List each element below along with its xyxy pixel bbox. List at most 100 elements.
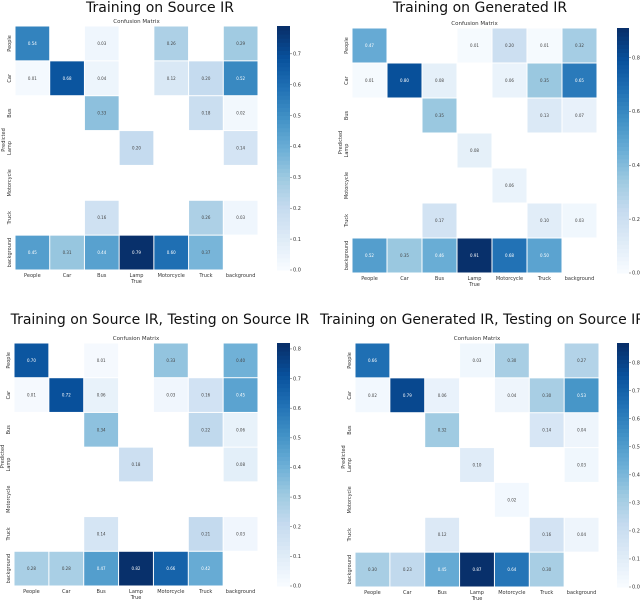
x-tick-label: Bus	[438, 590, 448, 596]
inner-title: Confusion Matrix	[113, 19, 160, 25]
heatmap-cell	[223, 61, 258, 96]
colorbar-segment	[277, 233, 290, 238]
colorbar-segment	[617, 542, 629, 547]
colorbar-segment	[617, 538, 629, 543]
colorbar-segment	[277, 480, 290, 486]
cell-value: 0.28	[27, 566, 36, 571]
heatmap-cell	[422, 203, 457, 238]
x-tick-label: Lamp	[468, 276, 482, 282]
colorbar-segment	[617, 187, 629, 192]
cell-value: 0.08	[470, 148, 479, 153]
heatmap-cell	[460, 343, 494, 378]
cell-value: 0.06	[97, 393, 106, 398]
colorbar-segment	[277, 460, 290, 465]
heatmap-cell	[390, 552, 425, 587]
colorbar-segment	[617, 158, 629, 164]
heatmap-cell	[562, 28, 597, 63]
colorbar-tick-label: 0.2	[293, 206, 301, 212]
colorbar-segment	[277, 561, 290, 567]
colorbar-segment	[617, 416, 629, 421]
colorbar-segment	[617, 150, 629, 156]
colorbar-segment	[277, 513, 290, 518]
colorbar-segment	[277, 553, 290, 559]
x-tick-label: Bus	[97, 273, 107, 279]
colorbar-segment	[617, 530, 629, 535]
panel-title: Training on Generated IR, Testing on Sou…	[320, 312, 640, 328]
cell-value: 0.33	[166, 358, 175, 363]
cell-value: 0.50	[540, 253, 549, 258]
colorbar-segment	[617, 444, 629, 450]
cell-value: 0.10	[473, 463, 482, 468]
panel-generated-ir: Training on Generated IR Confusion Matri…	[320, 0, 640, 300]
heatmap-cell	[84, 96, 119, 131]
cell-value: 0.34	[97, 427, 106, 432]
y-tick-label: Bus	[344, 111, 350, 121]
heatmap-cell	[564, 448, 599, 482]
heatmap-cell	[355, 343, 390, 378]
colorbar-segment	[277, 347, 290, 352]
y-tick-label: background	[344, 241, 350, 271]
colorbar-segment	[617, 456, 629, 462]
colorbar-tick-label: 0.8	[632, 55, 640, 61]
colorbar-segment	[277, 213, 290, 218]
colorbar-segment	[617, 126, 629, 131]
cell-value: 0.45	[236, 393, 245, 398]
y-tick-label: background	[6, 554, 12, 584]
colorbar-segment	[277, 379, 290, 384]
colorbar-segment	[277, 168, 290, 173]
heatmap-cell	[119, 551, 153, 586]
heatmap-cell	[529, 552, 564, 587]
cell-value: 0.12	[167, 76, 176, 81]
colorbar-segment	[277, 525, 290, 530]
colorbar-segment	[617, 460, 629, 466]
colorbar-segment	[277, 444, 290, 449]
cell-value: 0.66	[368, 358, 377, 363]
colorbar-segment	[277, 464, 290, 470]
colorbar-tick-label: 0.0	[293, 584, 301, 590]
colorbar-segment	[617, 268, 629, 274]
cell-value: 0.37	[201, 250, 210, 255]
colorbar-segment	[617, 142, 629, 147]
colorbar-segment	[277, 180, 290, 186]
cell-value: 0.20	[505, 43, 514, 48]
heatmap-cell	[422, 98, 457, 133]
colorbar-segment	[277, 249, 290, 255]
colorbar-segment	[617, 146, 629, 151]
colorbar-segment	[617, 130, 629, 135]
colorbar-segment	[277, 74, 290, 80]
cell-value: 0.14	[236, 146, 245, 151]
colorbar-tick-label: 0.2	[632, 217, 640, 223]
cell-value: 0.30	[507, 358, 516, 363]
heatmap-cell	[84, 343, 119, 378]
heatmap-cell	[223, 96, 258, 131]
colorbar-segment	[277, 569, 290, 575]
panel-title: Training on Generated IR	[392, 0, 568, 16]
colorbar-segment	[277, 343, 290, 348]
cell-value: 0.08	[435, 78, 444, 83]
cell-value: 0.01	[28, 76, 37, 81]
cell-value: 0.06	[236, 427, 245, 432]
y-tick-label: Car	[7, 73, 13, 83]
colorbar-segment	[617, 85, 629, 90]
colorbar-segment	[277, 119, 290, 125]
colorbar-segment	[617, 199, 629, 205]
x-tick-label: Truck	[537, 276, 551, 282]
colorbar-segment	[277, 135, 290, 141]
y-tick-label: Truck	[6, 527, 12, 541]
colorbar-segment	[617, 191, 629, 196]
heatmap-cell	[15, 235, 50, 270]
heatmap-cell	[564, 413, 599, 448]
colorbar-segment	[277, 87, 290, 92]
colorbar-segment	[277, 176, 290, 182]
cell-value: 0.04	[577, 532, 586, 537]
cell-value: 0.33	[97, 111, 106, 116]
colorbar-segment	[617, 489, 629, 494]
colorbar-segment	[277, 91, 290, 96]
y-tick-label: Motorcycle	[7, 169, 13, 196]
x-axis-label: True	[471, 596, 483, 600]
colorbar-segment	[617, 359, 629, 364]
heatmap-cell	[422, 238, 457, 273]
heatmap-cell	[188, 551, 223, 586]
y-tick-label: Truck	[347, 528, 353, 542]
heatmap-cell	[355, 552, 390, 587]
